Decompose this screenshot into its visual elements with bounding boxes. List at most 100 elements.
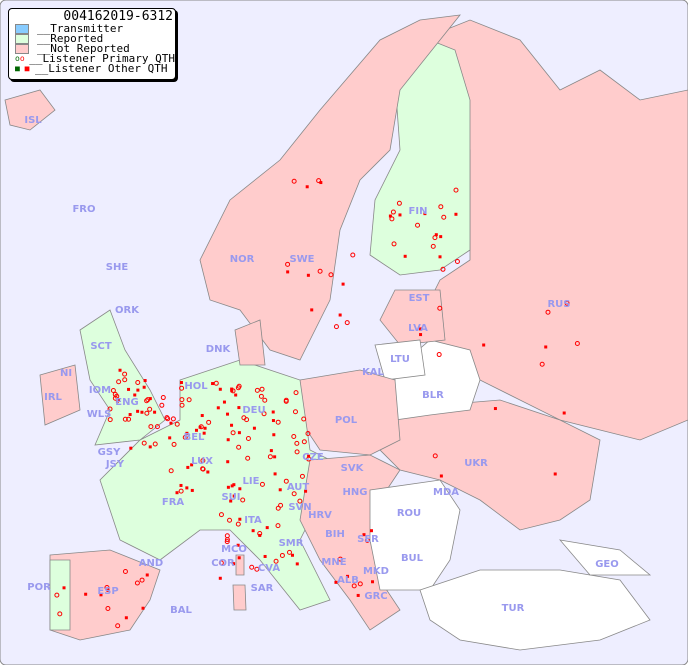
country-label-sct: SCT	[90, 341, 112, 352]
primary-qth-marker	[275, 419, 281, 425]
other-qth-marker	[265, 526, 269, 530]
country-label-rou: ROU	[397, 508, 421, 519]
country-label-svn: SVN	[288, 502, 311, 513]
other-qth-marker	[226, 412, 230, 416]
primary-qth-marker	[122, 416, 128, 422]
primary-qth-marker	[236, 444, 242, 450]
other-qth-marker	[304, 489, 308, 493]
country-norway-sweden	[199, 14, 461, 361]
other-qth-marker	[237, 431, 241, 435]
primary-qth-marker	[57, 611, 63, 617]
other-qth-marker	[252, 426, 256, 430]
country-label-aut: AUT	[287, 482, 310, 493]
primary-qth-marker	[278, 502, 284, 508]
country-russia	[419, 19, 688, 441]
other-qth-marker	[179, 381, 183, 385]
other-qth-marker	[271, 419, 275, 423]
other-qth-marker	[403, 254, 407, 258]
other-qth-marker	[62, 586, 66, 590]
other-qth-marker	[203, 426, 207, 430]
other-qth-marker	[198, 425, 202, 429]
primary-qth-marker	[168, 468, 174, 474]
legend-primary-qth: __Listener Primary QTH	[29, 52, 175, 65]
primary-qth-marker	[364, 537, 370, 543]
country-label-lie: LIE	[243, 476, 260, 487]
other-qth-marker	[346, 574, 350, 578]
other-qth-marker	[388, 214, 392, 218]
other-qth-marker	[226, 438, 230, 442]
other-qth-marker	[286, 270, 290, 274]
legend: 004162019-6312 __Transmitter __Reported …	[8, 8, 176, 80]
primary-qth-marker	[391, 241, 397, 247]
other-qth-marker	[307, 454, 311, 458]
other-qth-marker	[168, 436, 172, 440]
primary-qth-marker	[107, 406, 113, 412]
primary-qth-marker	[144, 398, 150, 404]
other-qth-marker	[341, 282, 345, 286]
other-qth-marker	[136, 388, 140, 392]
other-qth-marker	[145, 573, 149, 577]
other-qth-marker	[273, 472, 277, 476]
primary-qth-marker	[415, 222, 421, 228]
primary-qth-marker	[152, 441, 158, 447]
other-qth-marker	[129, 446, 133, 450]
primary-qth-marker	[279, 552, 285, 558]
primary-qth-marker	[273, 558, 279, 564]
other-qth-marker	[295, 562, 299, 566]
primary-qth-marker	[261, 411, 267, 417]
country-label-ltu: LTU	[390, 354, 410, 365]
primary-qth-marker	[267, 454, 273, 460]
other-qth-marker	[194, 428, 198, 432]
country-label-blr: BLR	[422, 390, 444, 401]
country-georgia	[558, 539, 652, 576]
other-qth-marker	[230, 389, 234, 393]
country-sardinia	[232, 584, 247, 611]
primary-qth-marker	[159, 402, 165, 408]
legend-reported: __Reported	[37, 32, 104, 45]
primary-qth-marker	[235, 385, 241, 391]
primary-qth-marker	[245, 455, 251, 461]
primary-qth-marker	[249, 564, 255, 570]
other-qth-marker	[190, 488, 194, 492]
country-label-lux: LUX	[191, 456, 213, 467]
other-qth-marker	[226, 485, 230, 489]
other-qth-marker	[127, 387, 131, 391]
country-poland	[299, 369, 401, 456]
other-qth-marker	[106, 588, 110, 592]
primary-qth-marker	[160, 395, 166, 401]
country-label-mne: MNE	[321, 557, 346, 568]
country-label-lva: LVA	[408, 323, 428, 334]
primary-qth-marker	[104, 585, 110, 591]
country-label-ita: ITA	[244, 515, 262, 526]
primary-qth-marker	[240, 497, 246, 503]
country-label-ser: SER	[357, 534, 379, 545]
other-qth-marker	[454, 212, 458, 216]
primary-qth-marker	[224, 539, 230, 545]
country-label-smr: SMR	[279, 538, 304, 549]
other-qth-marker	[136, 409, 140, 413]
country-turkey	[419, 569, 651, 651]
primary-qth-marker	[293, 390, 299, 396]
other-qth-marker	[334, 580, 338, 584]
primary-qth-marker	[170, 416, 176, 422]
country-baltics	[379, 289, 446, 346]
other-qth-marker	[190, 463, 194, 467]
other-qth-marker	[232, 562, 236, 566]
country-iceland	[4, 89, 56, 131]
other-qth-marker	[419, 333, 423, 337]
other-qth-marker	[124, 616, 128, 620]
primary-qth-marker	[437, 305, 443, 311]
primary-qth-marker	[135, 380, 141, 386]
country-label-eng: ENG	[115, 397, 138, 408]
primary-qth-marker	[54, 592, 60, 598]
primary-qth-marker	[306, 456, 312, 462]
primary-qth-marker	[297, 498, 303, 504]
other-qth-marker	[179, 483, 183, 487]
country-label-dnk: DNK	[206, 344, 232, 355]
primary-qth-marker	[154, 424, 160, 430]
country-romania-bulgaria	[369, 479, 461, 591]
primary-qth-marker	[291, 433, 297, 439]
country-label-bul: BUL	[401, 553, 424, 564]
other-qth-marker	[319, 181, 323, 185]
primary-qth-marker	[317, 268, 323, 274]
